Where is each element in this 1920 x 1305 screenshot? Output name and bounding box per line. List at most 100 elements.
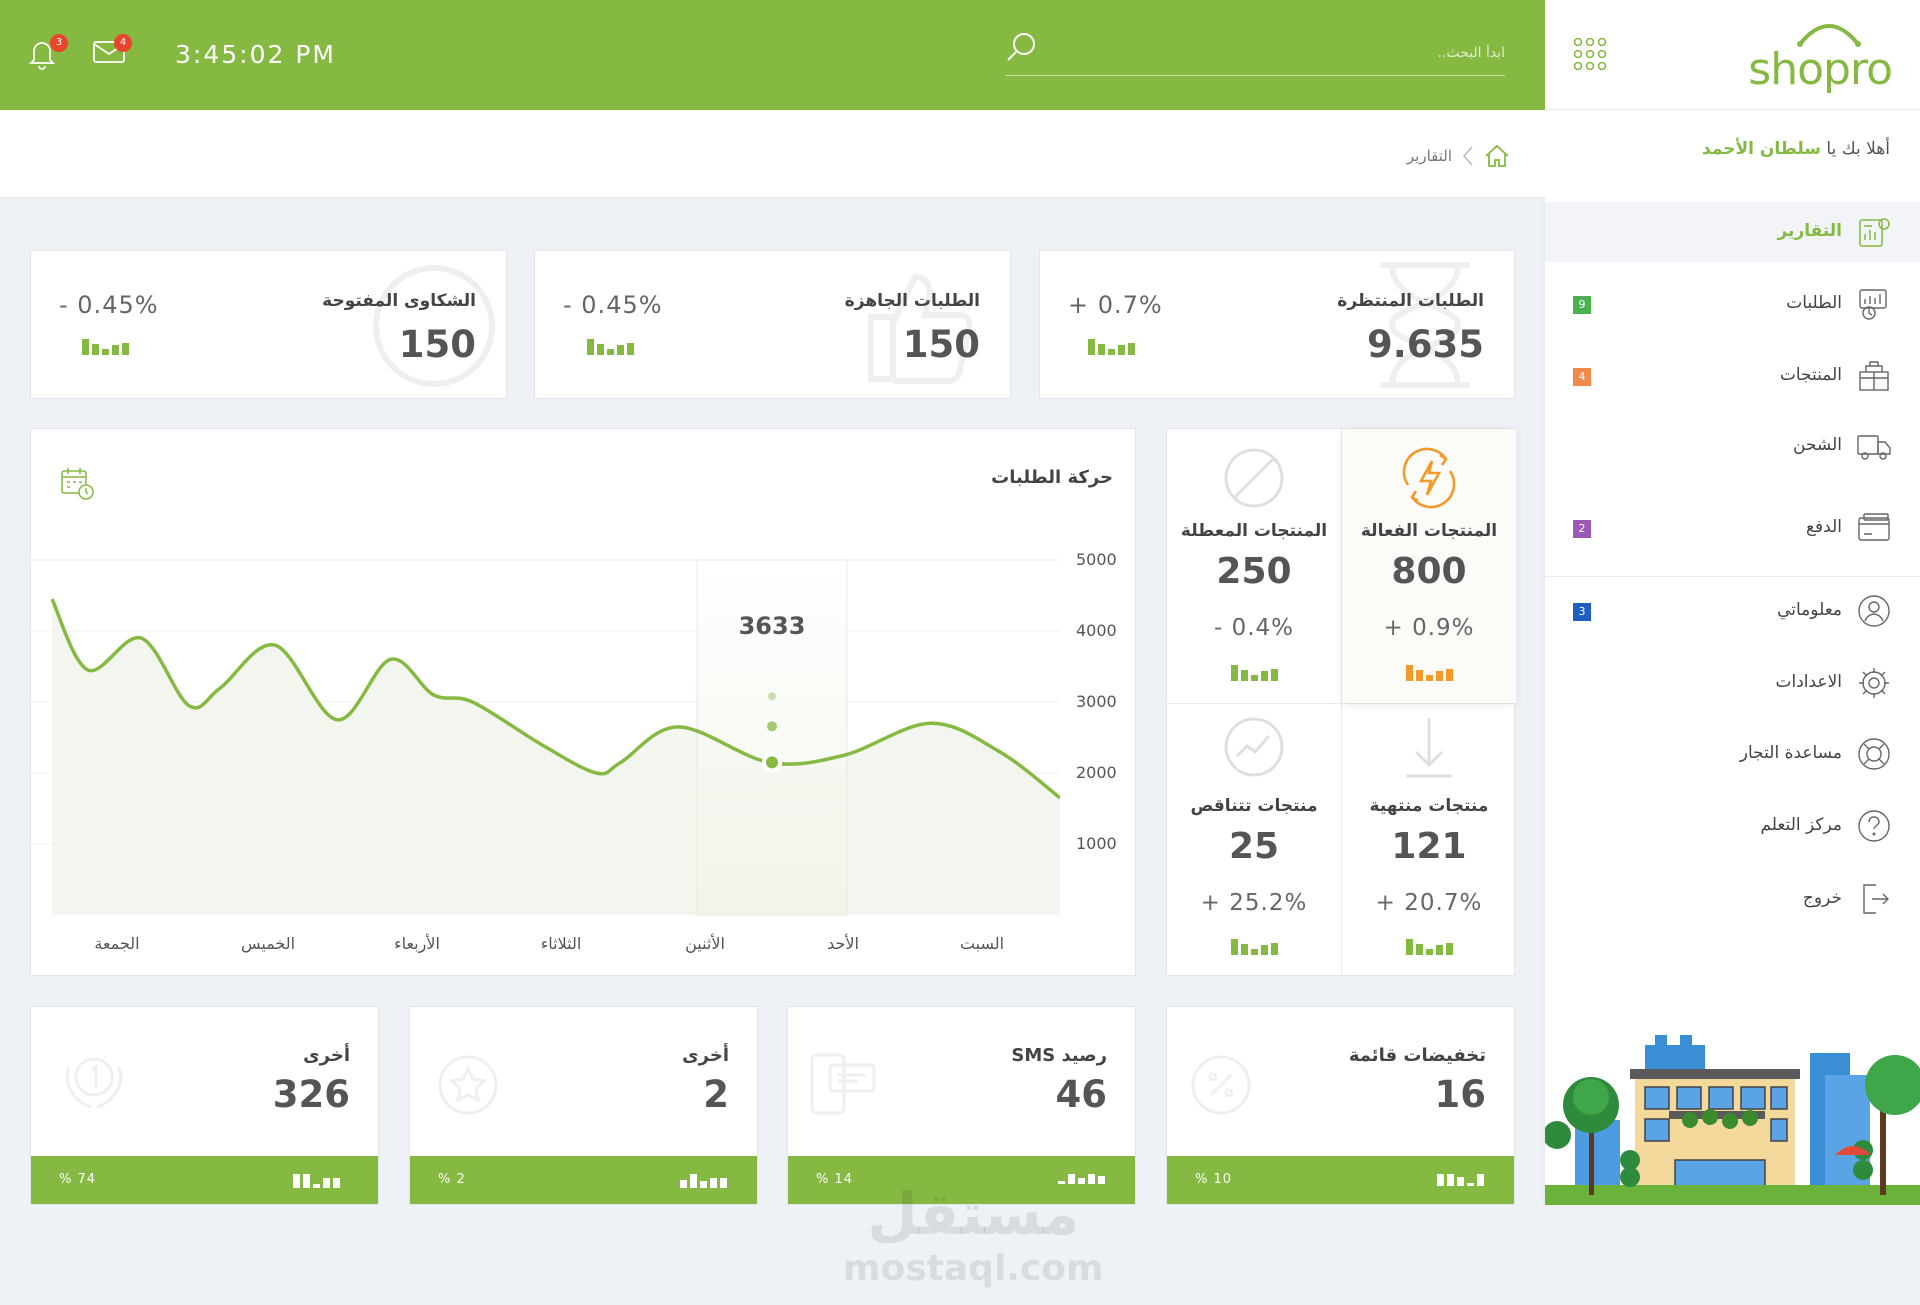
- stat-card-pending-orders[interactable]: الطلبات المنتظرة 9.635 + 0.7%: [1039, 250, 1515, 399]
- search-bar: [1005, 28, 1505, 76]
- stat-card-ready-orders[interactable]: الطلبات الجاهزة 150 - 0.45%: [534, 250, 1011, 399]
- products-icon: [1859, 361, 1889, 391]
- bottom-card-percent: % 2: [438, 1172, 466, 1187]
- bottom-card-percent: % 14: [816, 1172, 854, 1187]
- notifications-button[interactable]: 3: [26, 34, 68, 70]
- bottom-card-sms-balance[interactable]: رصيد SMS 46 % 14: [787, 1006, 1136, 1205]
- orders-count-badge: 9: [1573, 296, 1591, 314]
- bottom-card-other-2[interactable]: أخرى 326 % 74: [30, 1006, 379, 1205]
- sidebar-item-settings[interactable]: الاعدادات: [1545, 653, 1920, 713]
- y-tick-label: 3000: [1076, 692, 1117, 711]
- user-icon: [1858, 595, 1890, 627]
- speech-circle-icon: [373, 265, 495, 387]
- bottom-card-value: 326: [272, 1073, 350, 1116]
- hourglass-icon: [1380, 262, 1470, 388]
- sidebar-item-label: الدفع: [1805, 517, 1842, 537]
- bottom-card-value: 2: [703, 1073, 729, 1116]
- chart-title: حركة الطلبات: [991, 467, 1113, 488]
- sidebar-item-my-info[interactable]: معلوماتي 3: [1545, 581, 1920, 641]
- payment-count-badge: 2: [1573, 520, 1591, 538]
- bottom-card-title: رصيد SMS: [1011, 1045, 1107, 1066]
- sidebar-item-merchant-help[interactable]: مساعدة التجار: [1545, 724, 1920, 784]
- bottom-card-footer: % 2: [410, 1156, 757, 1204]
- mini-bar-chart: [1058, 1174, 1105, 1184]
- mini-bar-chart: [680, 1174, 727, 1188]
- product-stat-change: + 0.9%: [1383, 615, 1475, 641]
- messages-button[interactable]: 4: [92, 34, 132, 70]
- product-stat-title: المنتجات الفعالة: [1360, 521, 1498, 541]
- stat-card-open-complaints[interactable]: الشكاوى المفتوحة 150 - 0.45%: [30, 250, 507, 399]
- product-stat-value: 121: [1391, 826, 1467, 867]
- welcome-prefix: أهلا بك يا: [1826, 139, 1890, 159]
- highlight-dot: [768, 692, 776, 701]
- sidebar-item-shipping[interactable]: الشحن: [1545, 416, 1920, 476]
- card-icon: [1858, 513, 1890, 541]
- mini-bar-chart: [1406, 665, 1453, 681]
- orders-icon: [1859, 289, 1887, 320]
- bottom-card-title: تخفيضات قائمة: [1348, 1045, 1486, 1066]
- mini-bar-chart: [1406, 939, 1453, 955]
- my-info-count-badge: 3: [1573, 603, 1591, 621]
- stat-value: 9.635: [1366, 323, 1484, 366]
- home-icon[interactable]: [1484, 144, 1510, 168]
- lifebuoy-icon: [1858, 738, 1890, 770]
- sidebar-item-products[interactable]: المنتجات 4: [1545, 346, 1920, 406]
- products-grid-divider: [1167, 703, 1516, 704]
- discount-circle-icon: [1191, 1055, 1251, 1115]
- product-stat-title: منتجات منتهية: [1369, 796, 1489, 816]
- products-status-card: المنتجات الفعالة 800 + 0.9% المنتجات الم…: [1166, 428, 1516, 977]
- sidebar-item-label: معلوماتي: [1777, 600, 1842, 620]
- phone-message-icon: [810, 1053, 876, 1115]
- sidebar-item-learning-center[interactable]: مركز التعلم: [1545, 796, 1920, 856]
- sidebar-item-logout[interactable]: خروج: [1545, 869, 1920, 929]
- brand-logo[interactable]: shopro: [1748, 44, 1893, 95]
- product-stat-value: 25: [1228, 826, 1280, 867]
- mini-bar-chart: [82, 339, 129, 355]
- y-tick-label: 4000: [1076, 621, 1117, 640]
- watermark-main: مستقل: [867, 1180, 1080, 1248]
- sidebar-item-reports[interactable]: التقارير: [1545, 202, 1920, 262]
- bottom-card-other-1[interactable]: أخرى 2 % 2: [409, 1006, 758, 1205]
- stat-value: 150: [902, 323, 980, 366]
- highlight-column: [696, 559, 848, 916]
- apps-grid-icon[interactable]: [1573, 37, 1607, 71]
- gear-icon: [1859, 668, 1889, 698]
- product-stat-change: + 25.2%: [1200, 890, 1308, 916]
- y-tick-label: 5000: [1076, 550, 1117, 569]
- reports-icon: [1859, 218, 1890, 247]
- bottom-card-active-discounts[interactable]: تخفيضات قائمة 16 % 10: [1166, 1006, 1515, 1205]
- chevron-left-icon: [1462, 146, 1473, 166]
- calendar-clock-icon[interactable]: [59, 465, 95, 501]
- active-products-cell[interactable]: المنتجات الفعالة 800 + 0.9%: [1342, 429, 1516, 703]
- messages-count-badge: 4: [114, 34, 132, 52]
- chart-area-fill: [52, 599, 1060, 915]
- sidebar-item-label: الطلبات: [1786, 293, 1842, 313]
- sidebar-item-label: الشحن: [1793, 435, 1842, 455]
- bottom-card-value: 46: [1055, 1073, 1108, 1116]
- ended-products-cell[interactable]: منتجات منتهية 121 + 20.7%: [1342, 704, 1516, 977]
- stat-change: - 0.45%: [59, 291, 159, 319]
- product-stat-change: - 0.4%: [1213, 615, 1295, 641]
- truck-icon: [1857, 435, 1891, 460]
- highlight-point[interactable]: [762, 752, 782, 773]
- stat-title: الشكاوى المفتوحة: [322, 291, 476, 311]
- decreasing-products-cell[interactable]: منتجات تتناقص 25 + 25.2%: [1167, 704, 1341, 977]
- sidebar-item-orders[interactable]: الطلبات 9: [1545, 274, 1920, 334]
- x-tick-label: السبت: [959, 934, 1005, 953]
- y-tick-label: 2000: [1076, 763, 1117, 782]
- clock: 3:45:02 PM: [175, 40, 336, 69]
- mini-bar-chart: [1437, 1174, 1484, 1186]
- search-icon[interactable]: [1005, 30, 1039, 64]
- user-name[interactable]: سلطان الأحمد: [1702, 139, 1821, 159]
- search-input[interactable]: [1075, 40, 1505, 66]
- breadcrumb-current[interactable]: التقارير: [1406, 147, 1452, 165]
- y-tick-label: 1000: [1076, 834, 1117, 853]
- bell-icon: [28, 42, 56, 70]
- sidebar-item-payment[interactable]: الدفع 2: [1545, 498, 1920, 558]
- question-icon: [1858, 810, 1890, 842]
- logo-smile-icon: [1797, 24, 1861, 47]
- bottom-card-title: أخرى: [682, 1045, 729, 1066]
- sidebar: shopro أهلا بك يا سلطان الأحمد التقارير …: [1545, 0, 1920, 1205]
- disabled-products-cell[interactable]: المنتجات المعطلة 250 - 0.4%: [1167, 429, 1341, 703]
- trend-circle-icon: [1224, 717, 1284, 777]
